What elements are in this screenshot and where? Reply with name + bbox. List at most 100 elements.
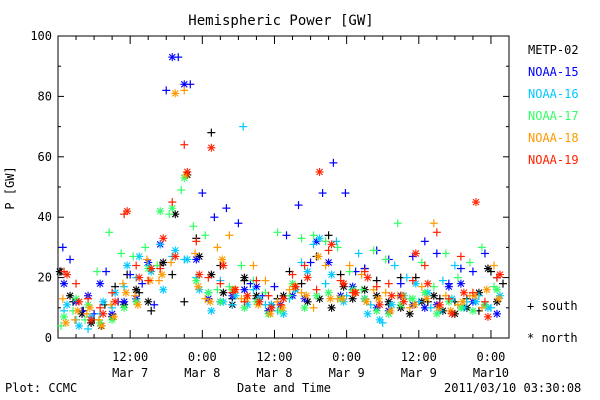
data-point-north: [315, 167, 324, 176]
legend-entry: NOAA-19: [528, 153, 579, 167]
x-tick-time: 12:00: [112, 350, 148, 364]
x-tick-date: Mar 8: [256, 366, 292, 380]
data-point-south: [273, 228, 282, 237]
data-point-south: [249, 261, 258, 270]
data-point-south: [165, 210, 174, 219]
data-point-south: [357, 285, 366, 294]
data-point-north: [363, 273, 372, 282]
data-point-south: [369, 246, 378, 255]
data-point-south: [444, 294, 453, 303]
data-point-north: [338, 294, 347, 303]
data-point-north: [168, 204, 177, 213]
data-point-south: [438, 276, 447, 285]
data-point-south: [84, 324, 93, 333]
data-point-south: [456, 252, 465, 261]
y-tick-label: 20: [38, 271, 52, 285]
data-point-north: [471, 297, 480, 306]
legend-entry: NOAA-15: [528, 65, 579, 79]
data-point-north: [326, 294, 335, 303]
data-point-south: [426, 303, 435, 312]
x-axis-label: Date and Time: [237, 381, 331, 395]
data-point-north: [206, 297, 215, 306]
data-point-south: [432, 228, 441, 237]
data-point-south: [189, 222, 198, 231]
x-tick-date: Mar 9: [401, 366, 437, 380]
x-tick-date: Mar10: [473, 366, 509, 380]
data-point-south: [312, 285, 321, 294]
data-point-south: [207, 128, 216, 137]
data-point-south: [324, 246, 333, 255]
data-point-north: [219, 261, 228, 270]
data-point-south: [155, 276, 164, 285]
data-point-south: [57, 321, 66, 330]
data-point-south: [234, 219, 243, 228]
data-point-north: [483, 264, 492, 273]
data-point-south: [216, 279, 225, 288]
data-point-south: [180, 297, 189, 306]
data-point-south: [345, 261, 354, 270]
data-point-south: [332, 237, 341, 246]
chart-title: Hemispheric Power [GW]: [188, 13, 373, 29]
data-point-south: [240, 297, 249, 306]
data-point-south: [429, 282, 438, 291]
data-point-south: [156, 264, 165, 273]
data-point-south: [192, 237, 201, 246]
data-point-north: [408, 294, 417, 303]
data-point-north: [327, 240, 336, 249]
data-point-north: [266, 309, 275, 318]
data-point-north: [135, 273, 144, 282]
plot-credit: Plot: CCMC: [5, 381, 77, 395]
data-point-south: [167, 258, 176, 267]
data-point-north: [159, 285, 168, 294]
data-point-south: [414, 297, 423, 306]
data-point-north: [219, 288, 228, 297]
legend: METP-02 NOAA-15 NOAA-16 NOAA-17 NOAA-18 NOAA-…: [528, 43, 579, 167]
data-point-north: [171, 252, 180, 261]
data-point-north: [471, 198, 480, 207]
data-point-south: [156, 240, 165, 249]
data-point-south: [309, 240, 318, 249]
data-point-south: [58, 243, 67, 252]
data-point-north: [375, 300, 384, 309]
legend-entry: NOAA-17: [528, 109, 579, 123]
data-point-north: [495, 270, 504, 279]
data-point-north: [183, 167, 192, 176]
data-point-north: [99, 309, 108, 318]
data-point-north: [132, 285, 141, 294]
data-point-south: [168, 198, 177, 207]
data-point-south: [264, 291, 273, 300]
data-point-south: [432, 249, 441, 258]
data-point-north: [468, 306, 477, 315]
data-point-south: [106, 300, 115, 309]
data-point-north: [120, 303, 129, 312]
data-point-south: [58, 294, 67, 303]
data-point-south: [177, 186, 186, 195]
data-point-south: [162, 86, 171, 95]
data-point-south: [300, 261, 309, 270]
data-point-north: [303, 273, 312, 282]
data-point-north: [483, 312, 492, 321]
data-point-south: [417, 282, 426, 291]
data-point-south: [393, 219, 402, 228]
data-point-north: [218, 255, 227, 264]
data-point-north: [60, 312, 69, 321]
data-point-north: [55, 267, 64, 276]
data-point-south: [329, 158, 338, 167]
marker-legend-entry: * north: [527, 331, 578, 345]
data-point-south: [168, 270, 177, 279]
data-point-north: [123, 261, 132, 270]
data-point-north: [231, 285, 240, 294]
data-point-north: [109, 312, 118, 321]
data-point-south: [450, 261, 459, 270]
y-axis: 0 20 40 60 80 100: [30, 29, 509, 345]
data-point-north: [351, 288, 360, 297]
data-point-north: [85, 303, 94, 312]
data-point-north: [302, 291, 311, 300]
data-point-south: [420, 237, 429, 246]
data-point-north: [339, 279, 348, 288]
data-point-south: [96, 303, 105, 312]
data-point-north: [156, 207, 165, 216]
data-point-south: [309, 303, 318, 312]
data-point-south: [102, 267, 111, 276]
